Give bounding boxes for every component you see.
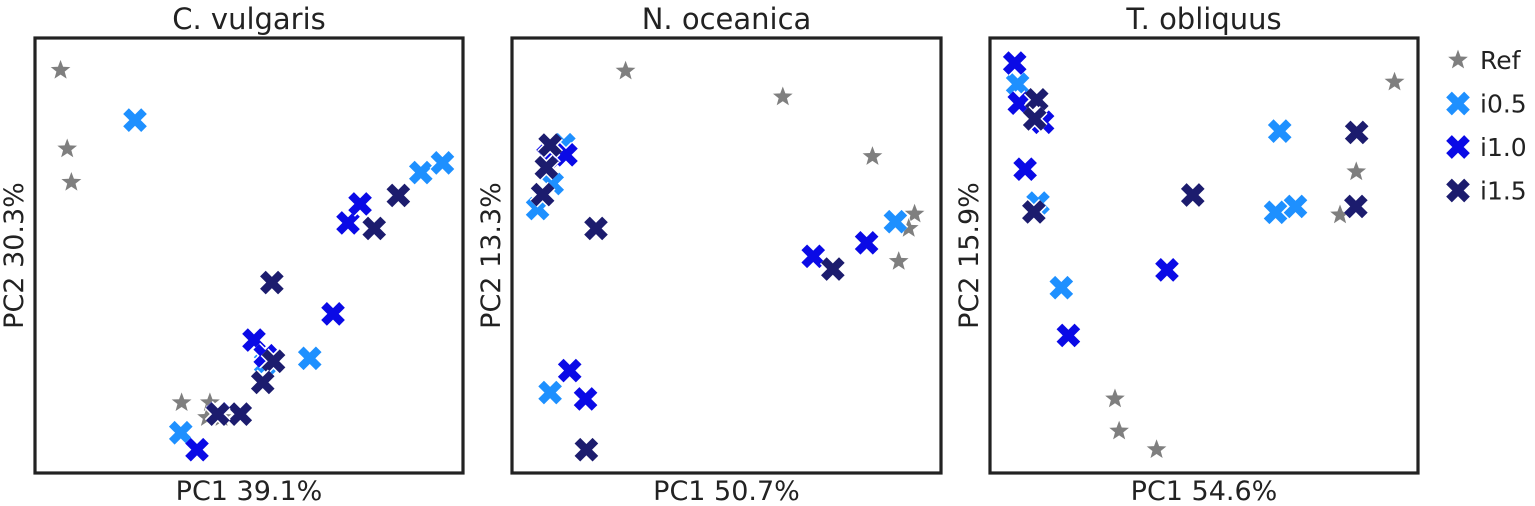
point-i1-0 bbox=[1006, 90, 1033, 117]
point-i1-5 bbox=[529, 181, 556, 208]
x-axis-label: PC1 54.6% bbox=[1131, 476, 1278, 506]
point-i1-5 bbox=[819, 256, 846, 282]
plot-frame bbox=[33, 36, 465, 475]
point-i1-5 bbox=[258, 269, 285, 296]
legend-label: i0.5 bbox=[1480, 90, 1527, 119]
point-i1-5 bbox=[533, 154, 560, 181]
point-i0-5 bbox=[167, 419, 194, 446]
legend-marker-ref bbox=[1445, 47, 1471, 71]
legend-label: i1.5 bbox=[1480, 177, 1527, 206]
point-i1-5 bbox=[249, 369, 276, 396]
point-i1-5 bbox=[204, 401, 231, 428]
point-i0-5 bbox=[1048, 274, 1075, 301]
point-i1-5 bbox=[361, 215, 388, 242]
point-i1-0 bbox=[347, 191, 373, 217]
point-i1-5 bbox=[583, 215, 609, 242]
point-i1-5 bbox=[227, 401, 254, 428]
point-i1-5 bbox=[1179, 182, 1206, 208]
x-axis-label: PC1 50.7% bbox=[653, 476, 800, 506]
point-i1-5 bbox=[1020, 199, 1047, 225]
legend-item: i1.5 bbox=[1445, 177, 1527, 206]
chart-title: C. vulgaris bbox=[172, 2, 326, 36]
point-i1-5 bbox=[385, 182, 412, 209]
point-i0-5 bbox=[882, 208, 909, 235]
point-i1-0 bbox=[184, 436, 210, 463]
point-i0-5 bbox=[537, 379, 563, 406]
point-i1-5 bbox=[260, 348, 287, 375]
legend-marker-i0-5 bbox=[1445, 90, 1471, 117]
point-i1-0 bbox=[1012, 156, 1039, 183]
point-ref bbox=[55, 136, 80, 160]
point-i1-5 bbox=[537, 132, 563, 158]
legend-item: i0.5 bbox=[1445, 90, 1527, 119]
point-i0-5 bbox=[429, 149, 456, 176]
point-i1-0 bbox=[1055, 322, 1082, 349]
point-i1-0 bbox=[320, 300, 346, 327]
point-i0-5 bbox=[1282, 193, 1309, 220]
x-axis-label: PC1 39.1% bbox=[176, 476, 323, 506]
legend-item: Ref bbox=[1445, 46, 1522, 75]
point-i1-0 bbox=[1001, 50, 1028, 76]
chart-title: T. obliquus bbox=[1125, 2, 1281, 36]
point-i1-5 bbox=[573, 436, 600, 463]
point-i0-5 bbox=[1262, 199, 1289, 226]
point-ref bbox=[613, 58, 638, 82]
y-axis-label: PC2 30.3% bbox=[0, 182, 30, 329]
plot-frame bbox=[988, 36, 1420, 475]
point-i0-5 bbox=[296, 345, 323, 372]
legend: Ref i0.5 i1.0 i1.5 bbox=[1445, 46, 1527, 206]
point-i1-0 bbox=[335, 210, 361, 236]
y-axis-label: PC2 13.3% bbox=[476, 182, 507, 329]
point-ref bbox=[1344, 159, 1369, 182]
point-ref bbox=[770, 84, 795, 108]
point-ref bbox=[1102, 386, 1127, 410]
chart-title: N. oceanica bbox=[642, 2, 812, 36]
panel-2: N. oceanica PC1 50.7% PC2 13.3% bbox=[476, 2, 943, 506]
point-i1-5 bbox=[1023, 86, 1050, 113]
point-i1-5 bbox=[1342, 193, 1369, 220]
point-i1-0 bbox=[556, 357, 583, 384]
point-i1-0 bbox=[800, 243, 827, 270]
point-ref bbox=[48, 57, 73, 81]
legend-label: i1.0 bbox=[1480, 133, 1527, 162]
legend-marker-i1-5 bbox=[1445, 177, 1471, 204]
point-ref bbox=[860, 143, 885, 167]
y-axis-label: PC2 15.9% bbox=[954, 182, 985, 329]
point-i1-0 bbox=[1154, 256, 1180, 283]
point-ref bbox=[169, 390, 194, 413]
point-ref bbox=[1382, 69, 1407, 93]
point-i1-5 bbox=[1343, 119, 1370, 146]
point-i1-0 bbox=[572, 386, 599, 412]
point-i0-5 bbox=[1266, 118, 1293, 145]
point-i1-0 bbox=[853, 229, 880, 256]
point-ref bbox=[1107, 418, 1132, 442]
panel-3: T. obliquus PC1 54.6% PC2 15.9% bbox=[954, 2, 1420, 506]
legend-marker-i1-0 bbox=[1445, 134, 1471, 160]
point-ref bbox=[902, 201, 927, 225]
point-i0-5 bbox=[407, 159, 434, 186]
point-i0-5 bbox=[1004, 71, 1031, 98]
point-i1-5 bbox=[1021, 105, 1048, 132]
legend-item: i1.0 bbox=[1445, 133, 1527, 162]
panel-1: C. vulgaris PC1 39.1% PC2 30.3% bbox=[0, 2, 465, 506]
point-i0-5 bbox=[122, 107, 148, 134]
plot-frame bbox=[510, 36, 943, 475]
point-ref bbox=[59, 169, 84, 193]
point-ref bbox=[886, 248, 911, 272]
legend-label: Ref bbox=[1480, 46, 1522, 75]
point-ref bbox=[1144, 437, 1169, 460]
